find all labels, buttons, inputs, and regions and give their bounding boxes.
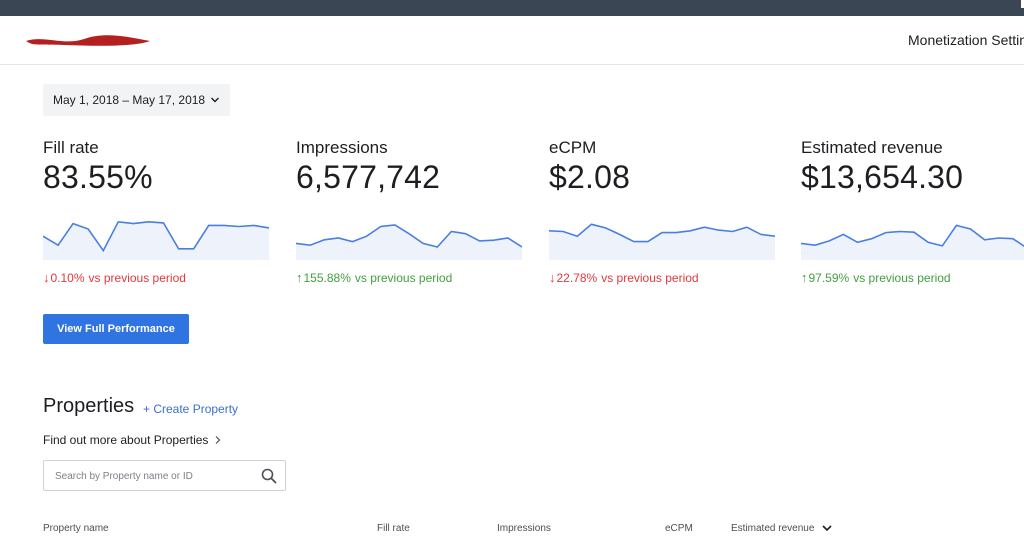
column-header-property-name[interactable]: Property name (43, 523, 109, 534)
metric-label: Estimated revenue (801, 138, 943, 157)
chevron-right-icon (215, 436, 221, 444)
delta-suffix: vs previous period (601, 270, 699, 285)
delta-arrow-icon: ↓ (549, 270, 556, 285)
property-search-input[interactable] (55, 468, 255, 484)
metric-value: $2.08 (549, 159, 631, 195)
delta-suffix: vs previous period (853, 270, 951, 285)
search-icon[interactable] (261, 468, 277, 484)
create-property-link[interactable]: + Create Property (143, 402, 239, 416)
metric-delta: ↓ 22.78% vs previous period (549, 270, 775, 285)
metric-fill-rate: Fill rate 83.55% ↓ 0.10% vs previous per… (43, 138, 269, 285)
delta-arrow-icon: ↑ (801, 270, 808, 285)
metric-label: eCPM (549, 138, 597, 157)
sparkline-line (296, 224, 522, 248)
sparkline-line (801, 224, 1024, 248)
column-header-estimated-revenue[interactable]: Estimated revenue (731, 523, 832, 534)
delta-arrow-icon: ↓ (43, 270, 50, 285)
metric-label: Fill rate (43, 138, 99, 157)
properties-title: Properties (43, 395, 135, 417)
date-range-label: May 1, 2018 – May 17, 2018 (53, 93, 206, 107)
sparkline-chart (801, 224, 1024, 260)
metric-value: $13,654.30 (801, 159, 964, 195)
property-search-box (43, 460, 286, 491)
delta-suffix: vs previous period (354, 270, 453, 285)
sparkline-line (549, 223, 775, 243)
metric-delta: ↑ 97.59% vs previous period (801, 270, 1024, 285)
sparkline-area (296, 225, 522, 260)
app-header: Monetization Settings (0, 16, 1024, 65)
redacted-logo (26, 35, 150, 46)
metric-value: 83.55% (43, 159, 153, 195)
delta-suffix: vs previous period (88, 270, 186, 285)
chevron-down-icon (211, 97, 220, 103)
metric-delta: ↑ 155.88% vs previous period (296, 270, 522, 285)
view-full-performance-button[interactable]: View Full Performance (43, 314, 189, 344)
metric-value: 6,577,742 (296, 159, 441, 195)
sparkline-line (43, 220, 269, 253)
top-browser-bar (0, 0, 1024, 16)
delta-arrow-icon: ↑ (296, 270, 303, 285)
metric-delta: ↓ 0.10% vs previous period (43, 270, 269, 285)
sparkline-area (549, 224, 775, 260)
monetization-settings-link[interactable]: Monetization Settings (908, 32, 1024, 48)
find-out-more-link[interactable]: Find out more about Properties (43, 433, 222, 447)
find-out-more-label: Find out more about Properties (43, 433, 209, 447)
sparkline-chart (296, 224, 522, 260)
metric-impressions: Impressions 6,577,742 ↑ 155.88% vs previ… (296, 138, 522, 285)
topbar-edge (1021, 0, 1024, 8)
delta-percent: 97.59% (808, 270, 850, 285)
delta-percent: 155.88% (303, 270, 351, 285)
metric-label: Impressions (296, 138, 388, 157)
date-range-picker[interactable]: May 1, 2018 – May 17, 2018 (43, 84, 231, 116)
sort-chevron-down-icon (822, 525, 832, 532)
column-header-fill-rate[interactable]: Fill rate (377, 523, 410, 534)
delta-percent: 0.10% (50, 270, 85, 285)
sparkline-chart (549, 223, 775, 260)
column-header-label: Estimated revenue (731, 523, 815, 534)
column-header-ecpm[interactable]: eCPM (665, 523, 693, 534)
metric-ecpm: eCPM $2.08 ↓ 22.78% vs previous period (549, 138, 775, 285)
column-header-impressions[interactable]: Impressions (497, 523, 551, 534)
sparkline-area (801, 225, 1024, 260)
delta-percent: 22.78% (556, 270, 598, 285)
metric-estimated-revenue: Estimated revenue $13,654.30 ↑ 97.59% vs… (801, 138, 1024, 285)
sparkline-chart (43, 220, 269, 260)
sparkline-area (43, 221, 269, 260)
